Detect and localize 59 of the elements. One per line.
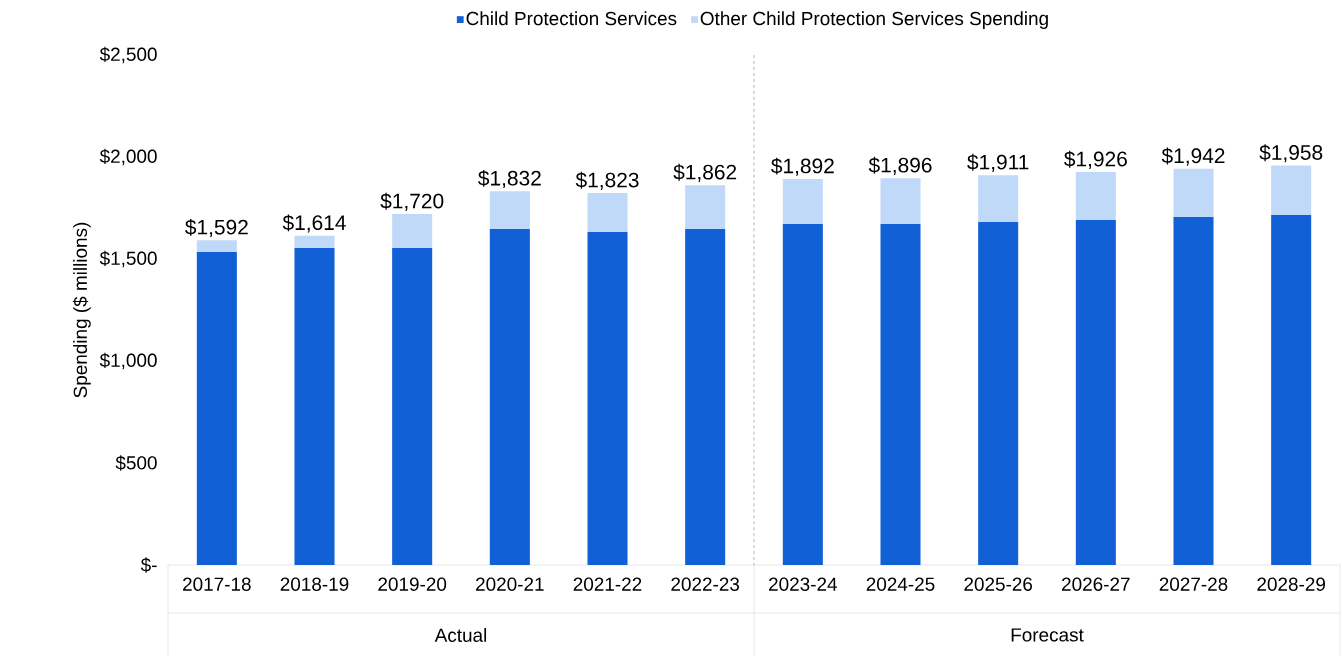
bar	[489, 191, 530, 230]
bar	[782, 223, 823, 565]
bar	[1271, 165, 1312, 215]
bar	[392, 214, 433, 248]
y-tick-label: $2,500	[99, 46, 157, 64]
bar	[587, 232, 628, 565]
bar	[782, 179, 823, 224]
total-label: $1,958	[1259, 144, 1323, 163]
x-tick-label: 2018-19	[280, 577, 349, 591]
bar	[1173, 168, 1214, 217]
bar	[294, 247, 335, 565]
x-tick-label: 2021-22	[573, 577, 642, 591]
total-label: $1,862	[673, 163, 737, 182]
bar	[294, 235, 335, 248]
total-label: $1,892	[771, 157, 834, 176]
total-label: $1,614	[282, 214, 346, 233]
total-label: $1,926	[1064, 150, 1127, 169]
bar	[1075, 220, 1116, 565]
x-tick-label: 2020-21	[476, 577, 544, 591]
y-tick-label: $2,000	[99, 148, 157, 166]
total-label: $1,832	[478, 169, 541, 189]
x-tick-label: 2019-20	[378, 577, 447, 591]
bar	[685, 185, 726, 230]
total-label: $1,942	[1161, 147, 1225, 166]
text: Actual	[434, 628, 487, 642]
bar	[587, 193, 628, 233]
bar	[392, 247, 433, 565]
bar	[978, 222, 1019, 565]
bar	[1271, 214, 1312, 565]
x-tick-label: 2026-27	[1062, 577, 1130, 591]
total-label: $1,592	[185, 218, 248, 238]
x-tick-label: 2017-18	[183, 577, 251, 591]
y-tick-label: $1,000	[99, 352, 157, 370]
text: Forecast	[1011, 628, 1084, 642]
bar	[880, 178, 921, 224]
bar	[196, 252, 237, 565]
x-tick-label: 2025-26	[964, 577, 1033, 591]
bar	[489, 229, 530, 565]
bar	[1075, 172, 1116, 221]
total-label: $1,911	[967, 153, 1029, 172]
total-label: $1,896	[868, 156, 932, 176]
y-tick-label: $500	[115, 455, 157, 471]
bar	[978, 175, 1019, 223]
legend-label: Other Child Protection Services Spending	[700, 11, 1048, 29]
bar	[685, 229, 726, 565]
x-tick-label: 2022-23	[671, 577, 740, 591]
bar	[1173, 216, 1214, 565]
x-tick-label: 2027-28	[1159, 577, 1228, 591]
bar	[196, 240, 237, 253]
total-label: $1,823	[575, 171, 639, 190]
x-tick-label: 2028-29	[1257, 577, 1325, 591]
x-tick-label: 2023-24	[769, 577, 837, 591]
y-tick-label: $-	[140, 557, 157, 573]
x-tick-label: 2024-25	[866, 577, 935, 591]
bar	[880, 223, 921, 565]
y-axis-title: Spending ($ millions)	[72, 222, 91, 398]
y-tick-label: $1,500	[99, 250, 157, 268]
total-label: $1,720	[380, 192, 444, 211]
legend-label: Child Protection Services	[466, 11, 677, 26]
